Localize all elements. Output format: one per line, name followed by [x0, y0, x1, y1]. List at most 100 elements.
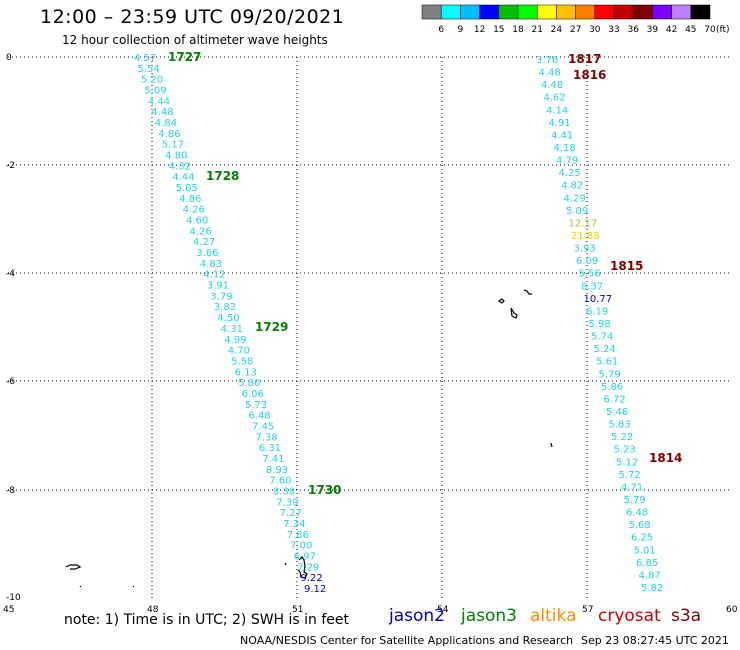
island-shape [65, 564, 82, 570]
wave-height-value: 5.22 [611, 432, 633, 443]
legend-jason2: jason2 [389, 606, 445, 626]
wave-height-value: 10.77 [584, 294, 613, 305]
wave-height-value: 3.76 [536, 55, 558, 66]
y-tick-label: -8 [6, 486, 15, 496]
colorbar-label: 45 [685, 25, 696, 35]
wave-height-value: 5.17 [162, 140, 184, 151]
colorbar-swatch [556, 4, 576, 20]
wave-height-value: 5.24 [594, 344, 616, 355]
wave-height-value: 6.48 [626, 508, 648, 519]
wave-height-value: 4.71 [621, 482, 643, 493]
colorbar-swatch [536, 4, 557, 20]
colorbar-swatch [460, 4, 480, 20]
colorbar-label: 18 [512, 25, 524, 35]
wave-height-value: 5.82 [641, 583, 663, 594]
colorbar-label: 36 [627, 25, 639, 35]
colorbar-swatch [440, 4, 461, 20]
map-subtitle: 12 hour collection of altimeter wave hei… [62, 33, 328, 47]
wave-height-value: 7.39 [276, 497, 298, 508]
wave-height-value: 5.83 [609, 420, 631, 431]
grid [8, 56, 732, 598]
wave-height-value: 8.37 [581, 281, 603, 292]
x-tick-label: 57 [582, 605, 593, 615]
pass-label-1816: 1816 [573, 68, 606, 82]
colorbar-label: 30 [589, 25, 601, 35]
pass-label-1814: 1814 [649, 451, 682, 465]
colorbar-swatch [632, 4, 653, 20]
x-tick-label: 60 [726, 605, 738, 615]
wave-height-value: 5.80 [238, 378, 260, 389]
map-title: 12:00 – 23:59 UTC 09/20/2021 [40, 6, 345, 28]
wave-height-value: 4.84 [155, 118, 177, 129]
wave-height-value: 7.27 [280, 508, 302, 519]
wave-height-value: 5.12 [616, 457, 638, 468]
colorbar-swatch [594, 4, 615, 20]
wave-height-value: 6.09 [576, 256, 598, 267]
colorbar-label: 39 [647, 25, 659, 35]
colorbar-label: 42 [666, 25, 677, 35]
colorbar-label: 21 [531, 25, 542, 35]
coastlines [65, 289, 553, 588]
island-shape [510, 307, 518, 319]
wave-height-value: 5.05 [176, 183, 198, 194]
pass-label-1729: 1729 [255, 320, 288, 334]
wave-height-value: 5.72 [619, 470, 641, 481]
wave-height-value: 6.19 [586, 306, 608, 317]
wave-height-value: 3.93 [574, 244, 596, 255]
wave-height-value: 6.31 [259, 443, 281, 454]
wave-height-value: 4.83 [200, 259, 222, 270]
wave-height-value: 4.41 [551, 130, 573, 141]
pass-labels: 1727 1728 1729 1730 1817 1816 1815 1814 [168, 50, 682, 497]
wave-height-value: 7.86 [287, 530, 309, 541]
wave-height-value: 6.48 [249, 411, 271, 422]
wave-height-value: 4.29 [564, 193, 586, 204]
wave-height-value: 5.54 [138, 64, 160, 75]
colorbar: 6 9 12 15 18 21 24 27 30 33 36 39 42 45 70 (ft) [421, 4, 730, 35]
credit-line: NOAA/NESDIS Center for Satellite Applica… [240, 634, 574, 647]
island-shape [79, 585, 82, 588]
wave-height-value: 4.31 [221, 324, 243, 335]
colorbar-label: 12 [474, 25, 485, 35]
wave-height-value: 5.74 [591, 332, 613, 343]
legend-cryosat: cryosat [598, 606, 661, 626]
legend-jason3: jason3 [461, 606, 517, 626]
wave-height-value: 4.82 [561, 181, 583, 192]
wave-height-value: 12.17 [569, 218, 598, 229]
wave-height-value: 6.06 [242, 389, 264, 400]
colorbar-swatch [575, 4, 596, 20]
pass-label-1727: 1727 [168, 50, 201, 64]
y-tick-label: -2 [6, 161, 15, 171]
wave-height-value: 7.41 [262, 454, 284, 465]
wave-height-value: 6.25 [631, 533, 653, 544]
wave-height-value: 4.44 [148, 96, 170, 107]
wave-height-value: 7.45 [252, 421, 274, 432]
generated-timestamp: Sep 23 08:27:45 UTC 2021 [581, 634, 729, 647]
wave-height-value: 4.48 [151, 107, 173, 118]
x-tick-label: 54 [437, 605, 449, 615]
track-west: 4.575.545.205.094.444.484.844.865.174.80… [134, 53, 326, 595]
pass-label-1815: 1815 [610, 259, 643, 273]
wave-height-value: 4.26 [183, 205, 205, 216]
wave-height-value: 9.12 [304, 584, 326, 595]
wave-height-value: 4.48 [539, 68, 561, 79]
wave-height-value: 5.79 [599, 369, 621, 380]
wave-height-value: 5.58 [231, 356, 253, 367]
wave-height-value: 3.91 [207, 281, 229, 292]
wave-height-value: 5.09 [566, 206, 588, 217]
colorbar-label: 15 [493, 25, 504, 35]
wave-height-value: 5.23 [614, 445, 636, 456]
wave-height-value: 7.60 [269, 476, 291, 487]
wave-height-value: 8.38 [273, 487, 295, 498]
y-tick-label: -6 [6, 377, 15, 387]
pass-label-1728: 1728 [206, 169, 239, 183]
wave-height-value: 4.12 [203, 270, 225, 281]
colorbar-label: 6 [438, 25, 444, 35]
island-shape [550, 442, 553, 448]
wave-height-value: 4.48 [541, 80, 563, 91]
wave-height-value: 4.80 [165, 151, 187, 162]
colorbar-swatch [652, 4, 672, 20]
island-shape [284, 562, 287, 566]
legend-s3a: s3a [671, 606, 702, 626]
wave-height-value: 5.09 [144, 86, 166, 97]
